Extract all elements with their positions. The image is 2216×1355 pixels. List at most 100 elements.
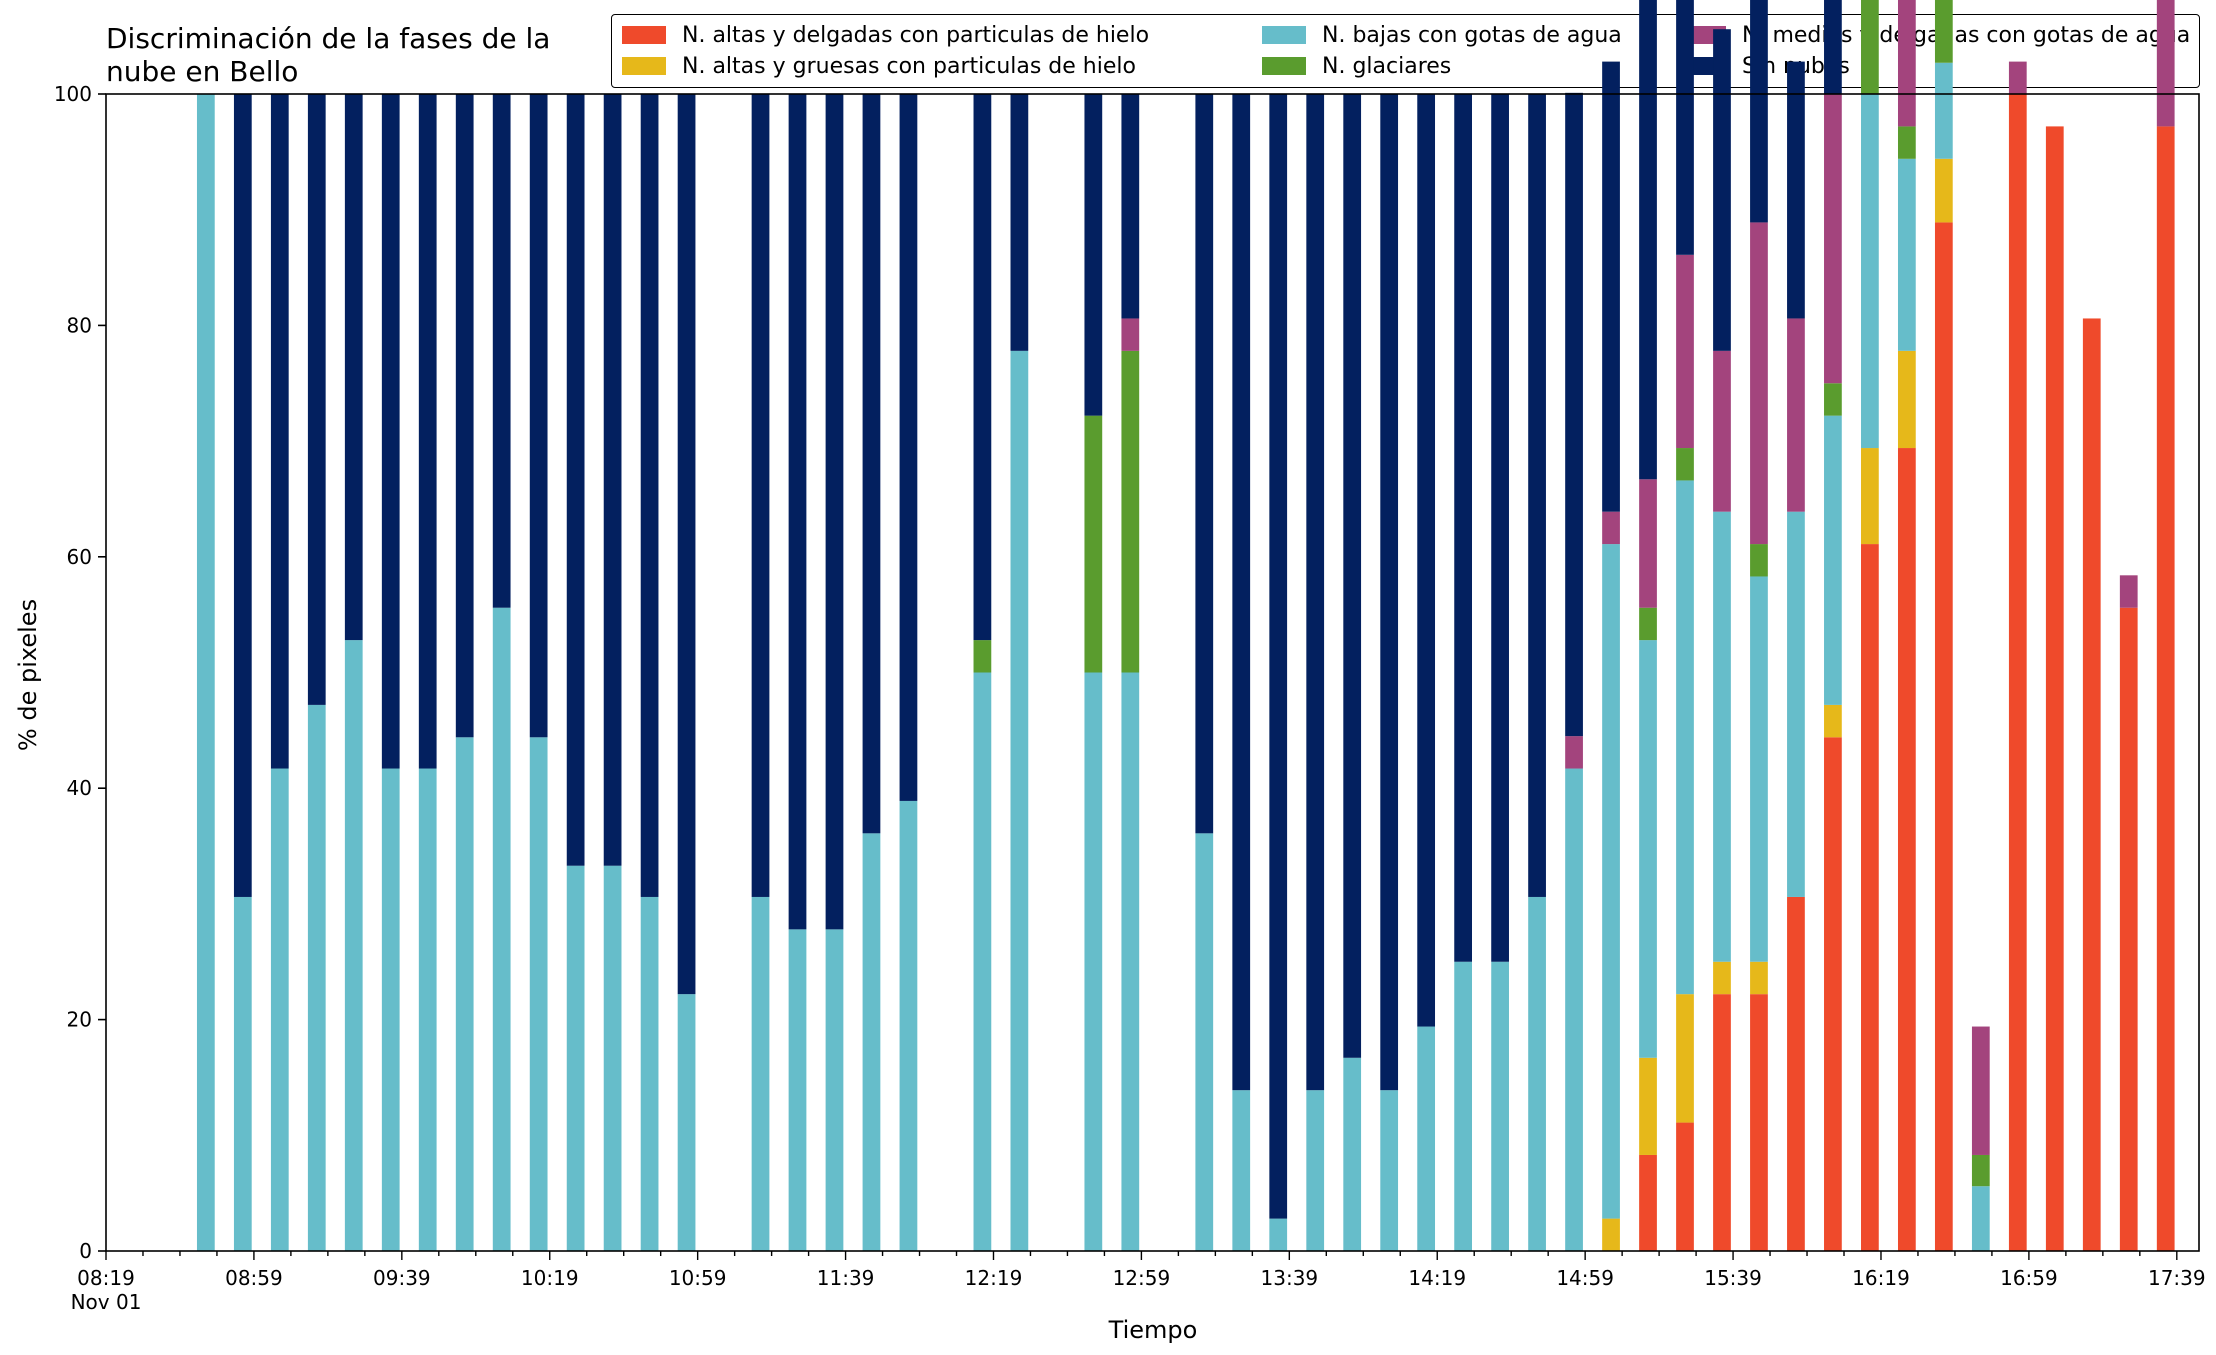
bar-segment xyxy=(1971,1186,1990,1251)
x-tick-label: 16:59 xyxy=(2000,1266,2058,1290)
bar-segment xyxy=(2082,318,2101,1252)
bar-segment xyxy=(1971,1026,1990,1155)
bar-segment xyxy=(1010,94,1029,351)
bar-segment xyxy=(1602,1218,1620,1251)
bar-segment xyxy=(1084,94,1103,416)
bar-segment xyxy=(2156,126,2175,1251)
legend-item: N. altas y delgadas con particulas de hi… xyxy=(622,20,1149,50)
bars-group xyxy=(196,0,2175,1252)
bar-segment xyxy=(1676,0,1694,255)
bar-segment xyxy=(1232,94,1251,1091)
bar-segment xyxy=(233,94,252,897)
bar-segment xyxy=(566,94,585,866)
bar-segment xyxy=(640,896,659,1251)
legend-label: N. altas y gruesas con particulas de hie… xyxy=(682,53,1136,79)
x-tick-label: 12:19 xyxy=(965,1266,1023,1290)
legend-item: N. bajas con gotas de agua xyxy=(1262,20,1622,50)
bar-segment xyxy=(1565,768,1583,1251)
bar-segment xyxy=(1861,544,1879,1251)
bar-segment xyxy=(1269,94,1288,1219)
bar-segment xyxy=(1380,94,1399,1091)
bar-segment xyxy=(1121,350,1140,673)
bar-segment xyxy=(529,737,548,1251)
bar-segment xyxy=(973,94,992,641)
bar-segment xyxy=(1824,94,1842,384)
plot-frame xyxy=(105,93,2200,1252)
x-tick-label: 16:19 xyxy=(1852,1266,1910,1290)
bar-segment xyxy=(788,94,807,930)
x-tick-label: 14:59 xyxy=(1556,1266,1614,1290)
bar-segment xyxy=(1787,896,1805,1251)
bar-segment xyxy=(1750,576,1768,962)
bar-segment xyxy=(640,94,659,897)
bar-segment xyxy=(1602,511,1620,545)
bar-segment xyxy=(1897,350,1916,449)
chart-title: Discriminación de la fases de la nube en… xyxy=(106,22,550,88)
bar-segment xyxy=(1971,1154,1990,1187)
bar-segment xyxy=(1306,1090,1325,1251)
bar-segment xyxy=(973,672,992,1251)
bar-segment xyxy=(1417,94,1436,1027)
bar-segment xyxy=(1491,94,1509,962)
bar-segment xyxy=(1787,511,1805,897)
bar-segment xyxy=(1269,1218,1288,1251)
bar-segment xyxy=(344,94,363,641)
bar-segment xyxy=(381,768,400,1251)
bar-segment xyxy=(455,737,474,1251)
bar-segment xyxy=(344,640,363,1251)
bar-segment xyxy=(1750,994,1768,1251)
bar-segment xyxy=(1713,961,1731,995)
bar-segment xyxy=(1676,480,1694,995)
bar-segment xyxy=(307,704,326,1251)
x-tick-label: 09:39 xyxy=(373,1266,431,1290)
bar-segment xyxy=(1454,961,1472,1251)
bar-segment xyxy=(1934,222,1953,1252)
y-tick-label: 20 xyxy=(67,1008,92,1032)
bar-segment xyxy=(1121,672,1140,1251)
bar-segment xyxy=(899,94,918,801)
bar-segment xyxy=(1417,1026,1436,1251)
bar-segment xyxy=(2008,94,2027,1251)
bar-segment xyxy=(1824,383,1842,416)
legend-label: N. altas y delgadas con particulas de hi… xyxy=(682,22,1150,48)
bar-segment xyxy=(1195,833,1214,1251)
x-axis-label: Tiempo xyxy=(1108,1316,1198,1344)
bar-segment xyxy=(603,865,622,1251)
bar-segment xyxy=(1602,61,1620,512)
bar-segment xyxy=(751,896,770,1251)
bar-segment xyxy=(1010,350,1029,1252)
bar-segment xyxy=(1676,448,1694,481)
bar-segment xyxy=(1195,94,1214,834)
bar-segment xyxy=(751,94,770,897)
bar-segment xyxy=(1750,961,1768,995)
y-tick-label: 40 xyxy=(67,776,92,800)
legend-swatch xyxy=(622,57,666,75)
bar-segment xyxy=(1713,994,1731,1251)
bar-segment xyxy=(973,640,992,673)
legend-label: N. bajas con gotas de agua xyxy=(1322,22,1622,48)
y-tick-label: 80 xyxy=(67,313,92,337)
bar-segment xyxy=(1676,994,1694,1123)
bar-segment xyxy=(1639,607,1657,641)
bar-segment xyxy=(1787,318,1805,512)
x-tick-label: 10:19 xyxy=(521,1266,579,1290)
bar-segment xyxy=(1232,1090,1251,1251)
bar-segment xyxy=(1861,0,1879,94)
bar-segment xyxy=(2156,0,2175,127)
bar-segment xyxy=(1750,544,1768,577)
bar-segment xyxy=(1380,1090,1399,1251)
bar-segment xyxy=(1491,961,1509,1251)
bar-segment xyxy=(862,94,881,834)
x-tick-label: 13:39 xyxy=(1261,1266,1319,1290)
legend-item: N. glaciares xyxy=(1262,51,1451,81)
bar-segment xyxy=(233,896,252,1251)
bar-segment xyxy=(1565,92,1583,737)
bar-segment xyxy=(1861,448,1879,545)
bar-segment xyxy=(1306,94,1325,1091)
legend-swatch xyxy=(1262,26,1306,44)
bar-segment xyxy=(1824,0,1842,94)
bar-segment xyxy=(2045,126,2064,1251)
bar-segment xyxy=(1824,704,1842,738)
